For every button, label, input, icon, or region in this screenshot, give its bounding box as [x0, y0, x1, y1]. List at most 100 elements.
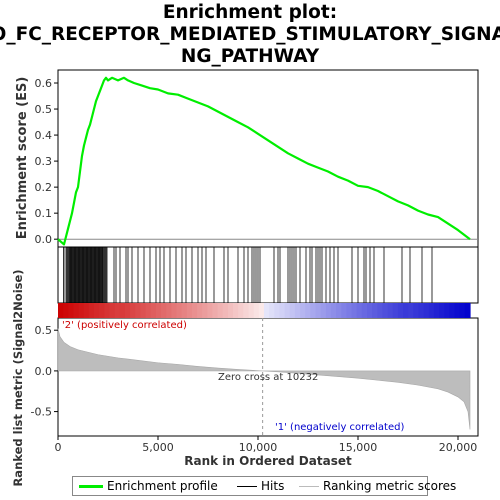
color-bar-segment	[124, 303, 131, 318]
color-bar-segment	[258, 303, 265, 318]
color-bar-segment	[217, 303, 224, 318]
color-bar-segment	[382, 303, 389, 318]
color-bar-segment	[356, 303, 363, 318]
metric-y-tick-label: -0.5	[31, 406, 52, 419]
color-bar-segment	[459, 303, 466, 318]
color-bar-segment	[325, 303, 332, 318]
color-bar-segment	[284, 303, 291, 318]
legend-es-label: Enrichment profile	[107, 479, 218, 493]
color-bar-segment	[444, 303, 450, 318]
color-bar-segment	[289, 303, 296, 318]
color-bar-segment	[392, 303, 399, 318]
color-bar-segment	[191, 303, 198, 318]
color-bar-segment	[99, 303, 105, 318]
color-bar-segment	[73, 303, 80, 318]
metric-area-path	[57, 328, 471, 430]
color-bar-segment	[418, 303, 425, 318]
color-bar-segment	[109, 303, 116, 318]
color-bar-segment	[243, 303, 250, 318]
color-bar-segment	[197, 303, 203, 318]
color-bar-segment	[454, 303, 461, 318]
color-bar-segment	[397, 303, 404, 318]
color-bar-segment	[222, 303, 229, 318]
metric-y-tick-label: 0.0	[35, 365, 53, 378]
color-bar-segment	[330, 303, 337, 318]
es-y-axis-label: Enrichment score (ES)	[15, 77, 30, 240]
color-bar-segment	[233, 303, 239, 318]
x-axis: 0 5,000 10,000 15,000 20,000	[55, 436, 477, 454]
color-bar-segment	[181, 303, 188, 318]
color-bar-segment	[351, 303, 358, 318]
title-line-2: GO_FC_RECEPTOR_MEDIATED_STIMULATORY_SIGN…	[0, 24, 500, 45]
title-line-3: NG_PATHWAY	[181, 46, 320, 67]
legend-metric-swatch	[299, 486, 319, 487]
color-bar-segment	[439, 303, 445, 318]
color-bar-segment	[320, 303, 327, 318]
color-bar-segment	[253, 303, 260, 318]
color-bar-segment	[336, 303, 342, 318]
color-bar-segment	[114, 303, 121, 318]
color-bar-segment	[150, 303, 157, 318]
color-bar-segment	[464, 303, 471, 318]
color-bar-segment	[387, 303, 394, 318]
color-bar-segment	[361, 303, 368, 318]
metric-y-axis: -0.5 0.0 0.5	[31, 324, 58, 419]
color-bar-segment	[88, 303, 95, 318]
color-bar-segment	[279, 303, 286, 318]
color-bar-segment	[186, 303, 193, 318]
color-bar-segment	[104, 303, 111, 318]
color-bar-segment	[413, 303, 420, 318]
color-bar-segment	[428, 303, 435, 318]
color-bar-segment	[63, 303, 69, 318]
color-bar-segment	[423, 303, 430, 318]
es-y-tick-label: 0.2	[35, 181, 53, 194]
es-y-tick-label: 0.5	[35, 103, 53, 116]
color-bar-segment	[403, 303, 409, 318]
es-profile-line	[57, 76, 471, 246]
rank-color-bar	[58, 303, 471, 318]
es-y-tick-label: 0.1	[35, 207, 53, 220]
x-tick-label: 10,000	[239, 441, 278, 454]
color-bar-segment	[372, 303, 378, 318]
color-bar-segment	[238, 303, 244, 318]
legend-metric-label: Ranking metric scores	[323, 479, 457, 493]
color-bar-segment	[145, 303, 152, 318]
metric-y-axis-label: Ranked list metric (Signal2Noise)	[11, 269, 25, 486]
metric-area	[57, 318, 471, 436]
color-bar-segment	[161, 303, 167, 318]
legend-es-swatch	[79, 485, 103, 488]
color-bar-segment	[248, 303, 255, 318]
chart-title: Enrichment plot: GO_FC_RECEPTOR_MEDIATED…	[0, 2, 500, 67]
hits-panel-frame	[57, 246, 479, 304]
color-bar-segment	[119, 303, 126, 318]
positive-annotation: '2' (positively correlated)	[62, 320, 187, 331]
hit-marks	[63, 247, 433, 303]
es-y-tick-label: 0.4	[35, 129, 53, 142]
color-bar-segment	[202, 303, 208, 318]
color-bar-segment	[135, 303, 141, 318]
color-bar-segment	[449, 303, 456, 318]
negative-annotation: '1' (negatively correlated)	[275, 422, 404, 433]
title-line-1: Enrichment plot:	[163, 2, 337, 23]
color-bar-segment	[377, 303, 384, 318]
color-bar-segment	[78, 303, 85, 318]
color-bar-segment	[68, 303, 75, 318]
color-bar-segment	[269, 303, 275, 318]
zero-cross-annotation: Zero cross at 10232	[218, 372, 318, 383]
es-line-group	[57, 76, 471, 246]
color-bar-segment	[94, 303, 100, 318]
color-bar-segment	[341, 303, 347, 318]
color-bar-segment	[176, 303, 183, 318]
color-bar-segment	[155, 303, 162, 318]
x-axis-label: Rank in Ordered Dataset	[184, 454, 352, 468]
legend: Enrichment profile Hits Ranking metric s…	[72, 476, 456, 496]
color-bar-segment	[408, 303, 414, 318]
color-bar-segment	[433, 303, 440, 318]
es-panel-frame	[57, 69, 479, 248]
color-bar-segment	[346, 303, 353, 318]
color-bar-segment	[227, 303, 234, 318]
color-bar-segment	[58, 303, 64, 318]
x-tick-label: 15,000	[339, 441, 378, 454]
color-bar-segment	[130, 303, 136, 318]
